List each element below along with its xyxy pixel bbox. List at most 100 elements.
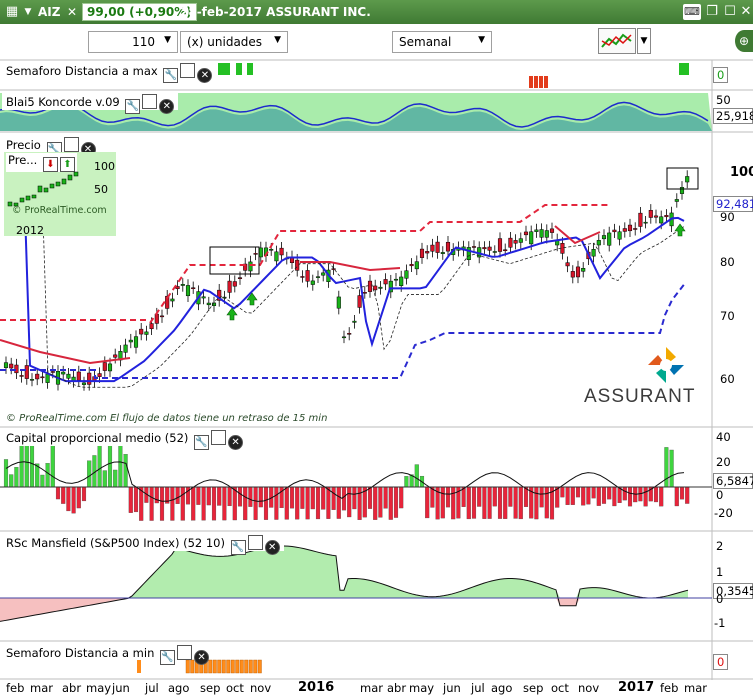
close-icon[interactable]: ✕ [264, 540, 280, 555]
close-icon[interactable]: ✕ [66, 5, 78, 19]
candle-body [435, 241, 440, 253]
candle-body [659, 216, 664, 224]
capital-bar [295, 486, 300, 520]
close-icon[interactable]: ✕ [159, 99, 175, 114]
window-icon[interactable] [63, 137, 79, 152]
capital-bar [487, 486, 492, 519]
candle-body [113, 354, 118, 358]
month-label: oct [226, 681, 244, 695]
candle-body [149, 323, 154, 330]
inset-candle [49, 183, 55, 189]
wrench-icon[interactable]: 🔧 [160, 650, 176, 665]
chart-canvas[interactable] [0, 0, 753, 680]
capital-bar [289, 486, 295, 509]
capital-bar [45, 463, 50, 488]
capital-bar [232, 486, 237, 521]
wrench-icon[interactable]: 🔧 [230, 540, 246, 555]
units-type-select[interactable]: (x) unidades ▼ [180, 31, 288, 53]
semaforo-orange-bar [248, 659, 253, 674]
close-window-icon[interactable]: ✕ [740, 4, 752, 19]
panel-title: RSc Mansfield (S&P500 Index) (52 10) [6, 536, 225, 550]
restore-icon[interactable]: ❐ [706, 4, 718, 19]
capital-bar [321, 486, 326, 510]
pattern-box [666, 167, 699, 190]
candle-body [331, 268, 336, 270]
capital-bar [66, 486, 71, 512]
panel-title: Precio [6, 138, 41, 152]
candle-body [627, 224, 633, 232]
candle-body [154, 313, 159, 324]
inset-thumbnail[interactable]: Pre... ⬇ ⬆ 100 50 2012 © ProRealTime.com [4, 152, 116, 237]
candle-body [487, 246, 492, 251]
candle-body [581, 268, 586, 272]
side-panel-toggle[interactable]: ⊕ [735, 30, 753, 52]
chart-menu-icon[interactable]: ▦ [5, 4, 19, 19]
arrow-up-icon[interactable]: ⬆ [59, 157, 75, 172]
candle-body [393, 278, 399, 281]
candle-body [133, 336, 139, 348]
capital-bar [76, 486, 81, 509]
capital-bar [664, 447, 669, 488]
candle-body [279, 247, 284, 256]
maximize-icon[interactable]: ☐ [724, 4, 736, 19]
candle-body [544, 230, 549, 238]
buy-arrow-icon [226, 307, 238, 321]
candle-body [35, 373, 40, 380]
inset-candle [19, 197, 25, 203]
close-icon[interactable]: ✕ [194, 650, 210, 665]
candle-body [227, 280, 232, 293]
capital-bar [40, 474, 45, 488]
period-value: Semanal [399, 35, 452, 49]
close-icon[interactable]: ✕ [228, 435, 244, 450]
capital-bar [367, 486, 373, 509]
candle-body [383, 279, 388, 285]
candle-body [425, 251, 430, 254]
inset-candle [13, 202, 19, 207]
candle-body [274, 251, 279, 262]
chevron-down-icon[interactable]: ▼ [24, 7, 32, 17]
month-label: nov [578, 681, 600, 695]
capital-bar [170, 486, 175, 521]
candle-body [66, 373, 71, 379]
window-icon[interactable] [247, 535, 263, 550]
window-icon[interactable] [177, 645, 193, 660]
semaforo-orange-bar [212, 659, 217, 674]
window-icon[interactable] [180, 63, 196, 78]
toolbar: 110 ▼ (x) unidades ▼ Semanal ▼ ▼ ⊕ [0, 24, 753, 60]
chart-type-dropdown[interactable]: ▼ [637, 28, 651, 54]
panel-koncorde: Blai5 Koncorde v.09 🔧 ✕ [2, 93, 179, 114]
month-label: feb [6, 681, 25, 695]
wrench-icon[interactable]: 🔧 [125, 99, 141, 114]
panel-semaforo-max: Semaforo Distancia a max 🔧 ✕ [2, 62, 217, 83]
candle-body [185, 285, 191, 297]
units-input[interactable]: 110 ▼ [88, 31, 178, 53]
candle-body [565, 262, 570, 267]
arrow-down-icon[interactable]: ⬇ [42, 157, 58, 172]
panel-title: Semaforo Distancia a max [6, 64, 158, 78]
wrench-icon[interactable]: 🔧 [194, 435, 210, 450]
keyboard-icon[interactable]: ⌨ [683, 4, 701, 20]
period-select[interactable]: Semanal ▼ [392, 31, 492, 53]
candle-body [492, 251, 497, 253]
window-icon[interactable] [142, 94, 158, 109]
candle-body [617, 231, 622, 240]
candle-body [523, 231, 529, 236]
wrench-icon[interactable]: 🔧 [163, 68, 179, 83]
capital-bar [669, 449, 674, 488]
candle-body [347, 333, 352, 335]
capital-bar [300, 486, 305, 509]
candle-body [29, 379, 35, 381]
mansfield-line [0, 545, 689, 622]
capital-bar [399, 486, 404, 509]
capital-bar [3, 459, 9, 488]
company-logo: ASSURANT [578, 345, 698, 413]
capital-bar [191, 486, 196, 521]
month-label: mar [360, 681, 383, 695]
chart-type-button[interactable] [598, 28, 636, 54]
capital-bar [685, 486, 690, 504]
window-icon[interactable] [211, 430, 227, 445]
capital-bar [87, 460, 92, 488]
candle-body [45, 373, 50, 383]
company-name: ASSURANT [584, 386, 696, 407]
close-icon[interactable]: ✕ [197, 68, 213, 83]
